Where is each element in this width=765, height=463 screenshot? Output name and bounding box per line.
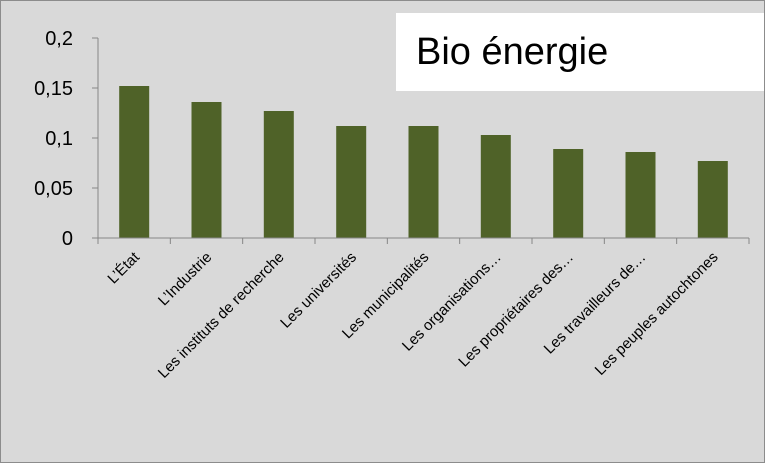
y-tick-label: 0,05: [34, 178, 73, 200]
bar-4: [336, 126, 367, 238]
x-category-label: L’Industrie: [155, 249, 215, 309]
x-category-label: Les instituts de recherche: [155, 249, 288, 382]
x-category-label: Les peuples autochtones: [592, 249, 722, 379]
x-category-label: Les universités: [277, 249, 360, 332]
bar-2: [191, 102, 222, 238]
bar-9: [697, 161, 728, 238]
y-tick-label: 0,2: [45, 28, 73, 50]
bar-3: [263, 111, 294, 238]
title-box: Bio énergie: [396, 13, 764, 91]
x-category-label: L’État: [104, 248, 143, 287]
bars-group: [119, 86, 728, 238]
y-tick-label: 0,15: [34, 78, 73, 100]
bar-7: [553, 149, 584, 238]
bar-5: [408, 126, 439, 238]
y-tick-label: 0,1: [45, 128, 73, 150]
y-ticks-group: 0 0,05 0,1 0,15 0,2: [34, 28, 98, 250]
y-tick-label: 0: [62, 228, 73, 250]
bar-1: [119, 86, 150, 238]
bar-8: [625, 152, 656, 238]
bar-6: [480, 135, 511, 238]
chart-title: Bio énergie: [416, 31, 609, 73]
